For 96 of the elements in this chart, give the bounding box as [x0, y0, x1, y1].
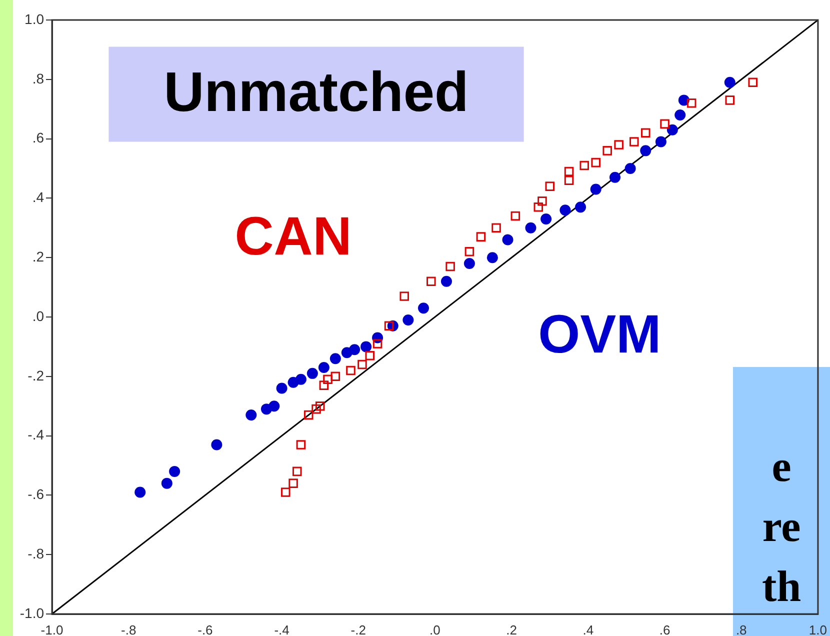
point	[211, 439, 222, 450]
point	[629, 137, 639, 146]
point	[564, 176, 574, 186]
point	[418, 302, 429, 314]
point	[591, 158, 600, 168]
x-tick-label: -.6	[198, 622, 213, 636]
point	[640, 128, 650, 138]
series-label: OVM	[538, 304, 662, 365]
point	[464, 247, 474, 256]
point	[655, 136, 666, 148]
point	[295, 374, 306, 385]
point	[280, 488, 290, 497]
y-tick-label: -.6	[28, 486, 44, 502]
x-tick-label: -.4	[274, 622, 290, 636]
point	[169, 466, 180, 477]
point	[346, 366, 356, 376]
point	[624, 163, 636, 174]
annotation: th	[760, 561, 802, 613]
point	[161, 478, 172, 489]
point	[640, 145, 652, 156]
y-tick-label: .8	[32, 70, 44, 86]
point	[426, 276, 436, 286]
point	[666, 124, 678, 136]
point	[304, 410, 314, 420]
point	[534, 202, 544, 212]
series-label: CAN	[234, 206, 352, 267]
point	[674, 110, 686, 121]
point	[349, 344, 360, 356]
point	[312, 404, 321, 414]
point	[276, 382, 288, 394]
point	[476, 232, 486, 242]
point	[464, 258, 475, 270]
x-tick-label: .6	[659, 622, 670, 636]
point	[748, 78, 758, 88]
point	[315, 401, 325, 411]
x-tick-label: .8	[736, 622, 747, 636]
point	[384, 321, 394, 331]
point	[686, 98, 696, 108]
point	[400, 292, 409, 301]
point	[545, 182, 555, 191]
point	[560, 204, 571, 216]
point	[614, 140, 624, 150]
point	[602, 146, 612, 156]
annotation: e	[770, 441, 792, 493]
text: Unmatched	[164, 60, 469, 123]
point	[580, 160, 589, 170]
point	[538, 196, 547, 206]
x-tick-label: -.8	[121, 622, 136, 636]
point	[660, 119, 670, 129]
y-tick-label: 1.0	[24, 10, 44, 27]
y-tick-label: -.4	[28, 426, 44, 443]
point	[575, 202, 586, 213]
annotation: re	[761, 501, 802, 553]
x-tick-label: .4	[582, 622, 594, 636]
x-tick-label: .0	[430, 622, 440, 636]
point	[330, 353, 341, 364]
x-tick-label: -1.0	[40, 622, 64, 636]
point	[402, 314, 414, 326]
point	[525, 222, 536, 234]
point	[492, 223, 501, 233]
y-tick-label: -1.0	[20, 604, 44, 621]
point	[134, 486, 146, 498]
point	[268, 400, 280, 412]
x-tick-label: .2	[506, 622, 517, 636]
point	[486, 252, 498, 264]
point	[564, 166, 574, 176]
point	[609, 172, 620, 183]
y-tick-label: -.8	[28, 545, 44, 562]
y-tick-label: .2	[32, 248, 44, 264]
point	[360, 341, 372, 352]
point	[725, 96, 735, 105]
point	[510, 211, 520, 221]
point	[296, 440, 306, 450]
point	[590, 184, 602, 195]
y-tick-label: .4	[32, 189, 44, 206]
y-tick-label: .0	[32, 308, 44, 324]
point	[306, 368, 318, 379]
point	[440, 276, 452, 287]
point	[318, 362, 330, 373]
x-tick-label: -.2	[350, 622, 366, 636]
x-tick-label: 1.0	[808, 622, 828, 636]
point	[292, 466, 302, 476]
y-tick-label: .6	[32, 130, 44, 146]
point	[502, 234, 514, 246]
point	[246, 410, 257, 421]
point	[323, 374, 332, 384]
point	[446, 262, 455, 272]
point	[288, 478, 298, 488]
point	[330, 372, 340, 382]
point	[358, 360, 367, 370]
point	[724, 76, 736, 88]
point	[365, 350, 375, 360]
point	[372, 339, 382, 348]
y-tick-label: -.2	[28, 367, 44, 384]
point	[540, 213, 552, 224]
point	[319, 380, 329, 390]
